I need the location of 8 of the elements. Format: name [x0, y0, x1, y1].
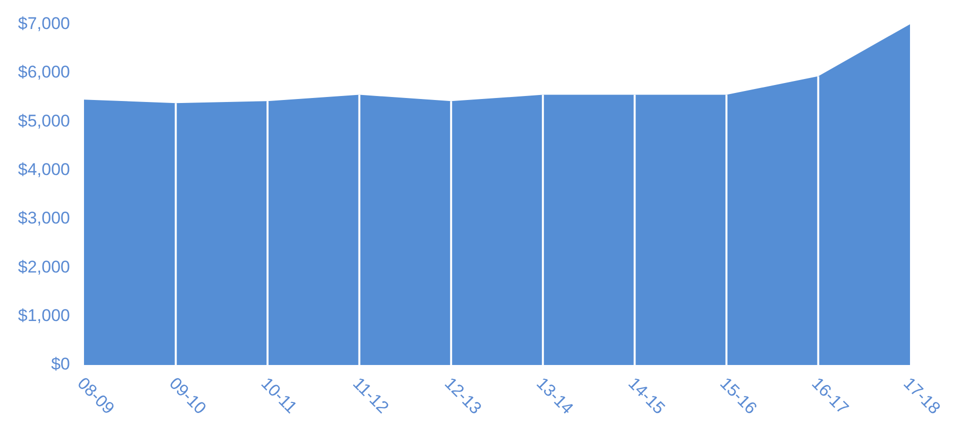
y-tick-label: $3,000	[18, 208, 70, 228]
y-tick-label: $7,000	[18, 14, 70, 33]
y-tick-label: $0	[51, 354, 70, 374]
y-tick-label: $1,000	[18, 306, 70, 325]
y-tick-label: $4,000	[18, 160, 70, 179]
y-tick-label: $6,000	[18, 62, 70, 82]
y-tick-label: $2,000	[18, 257, 70, 276]
y-tick-label: $5,000	[18, 111, 70, 130]
